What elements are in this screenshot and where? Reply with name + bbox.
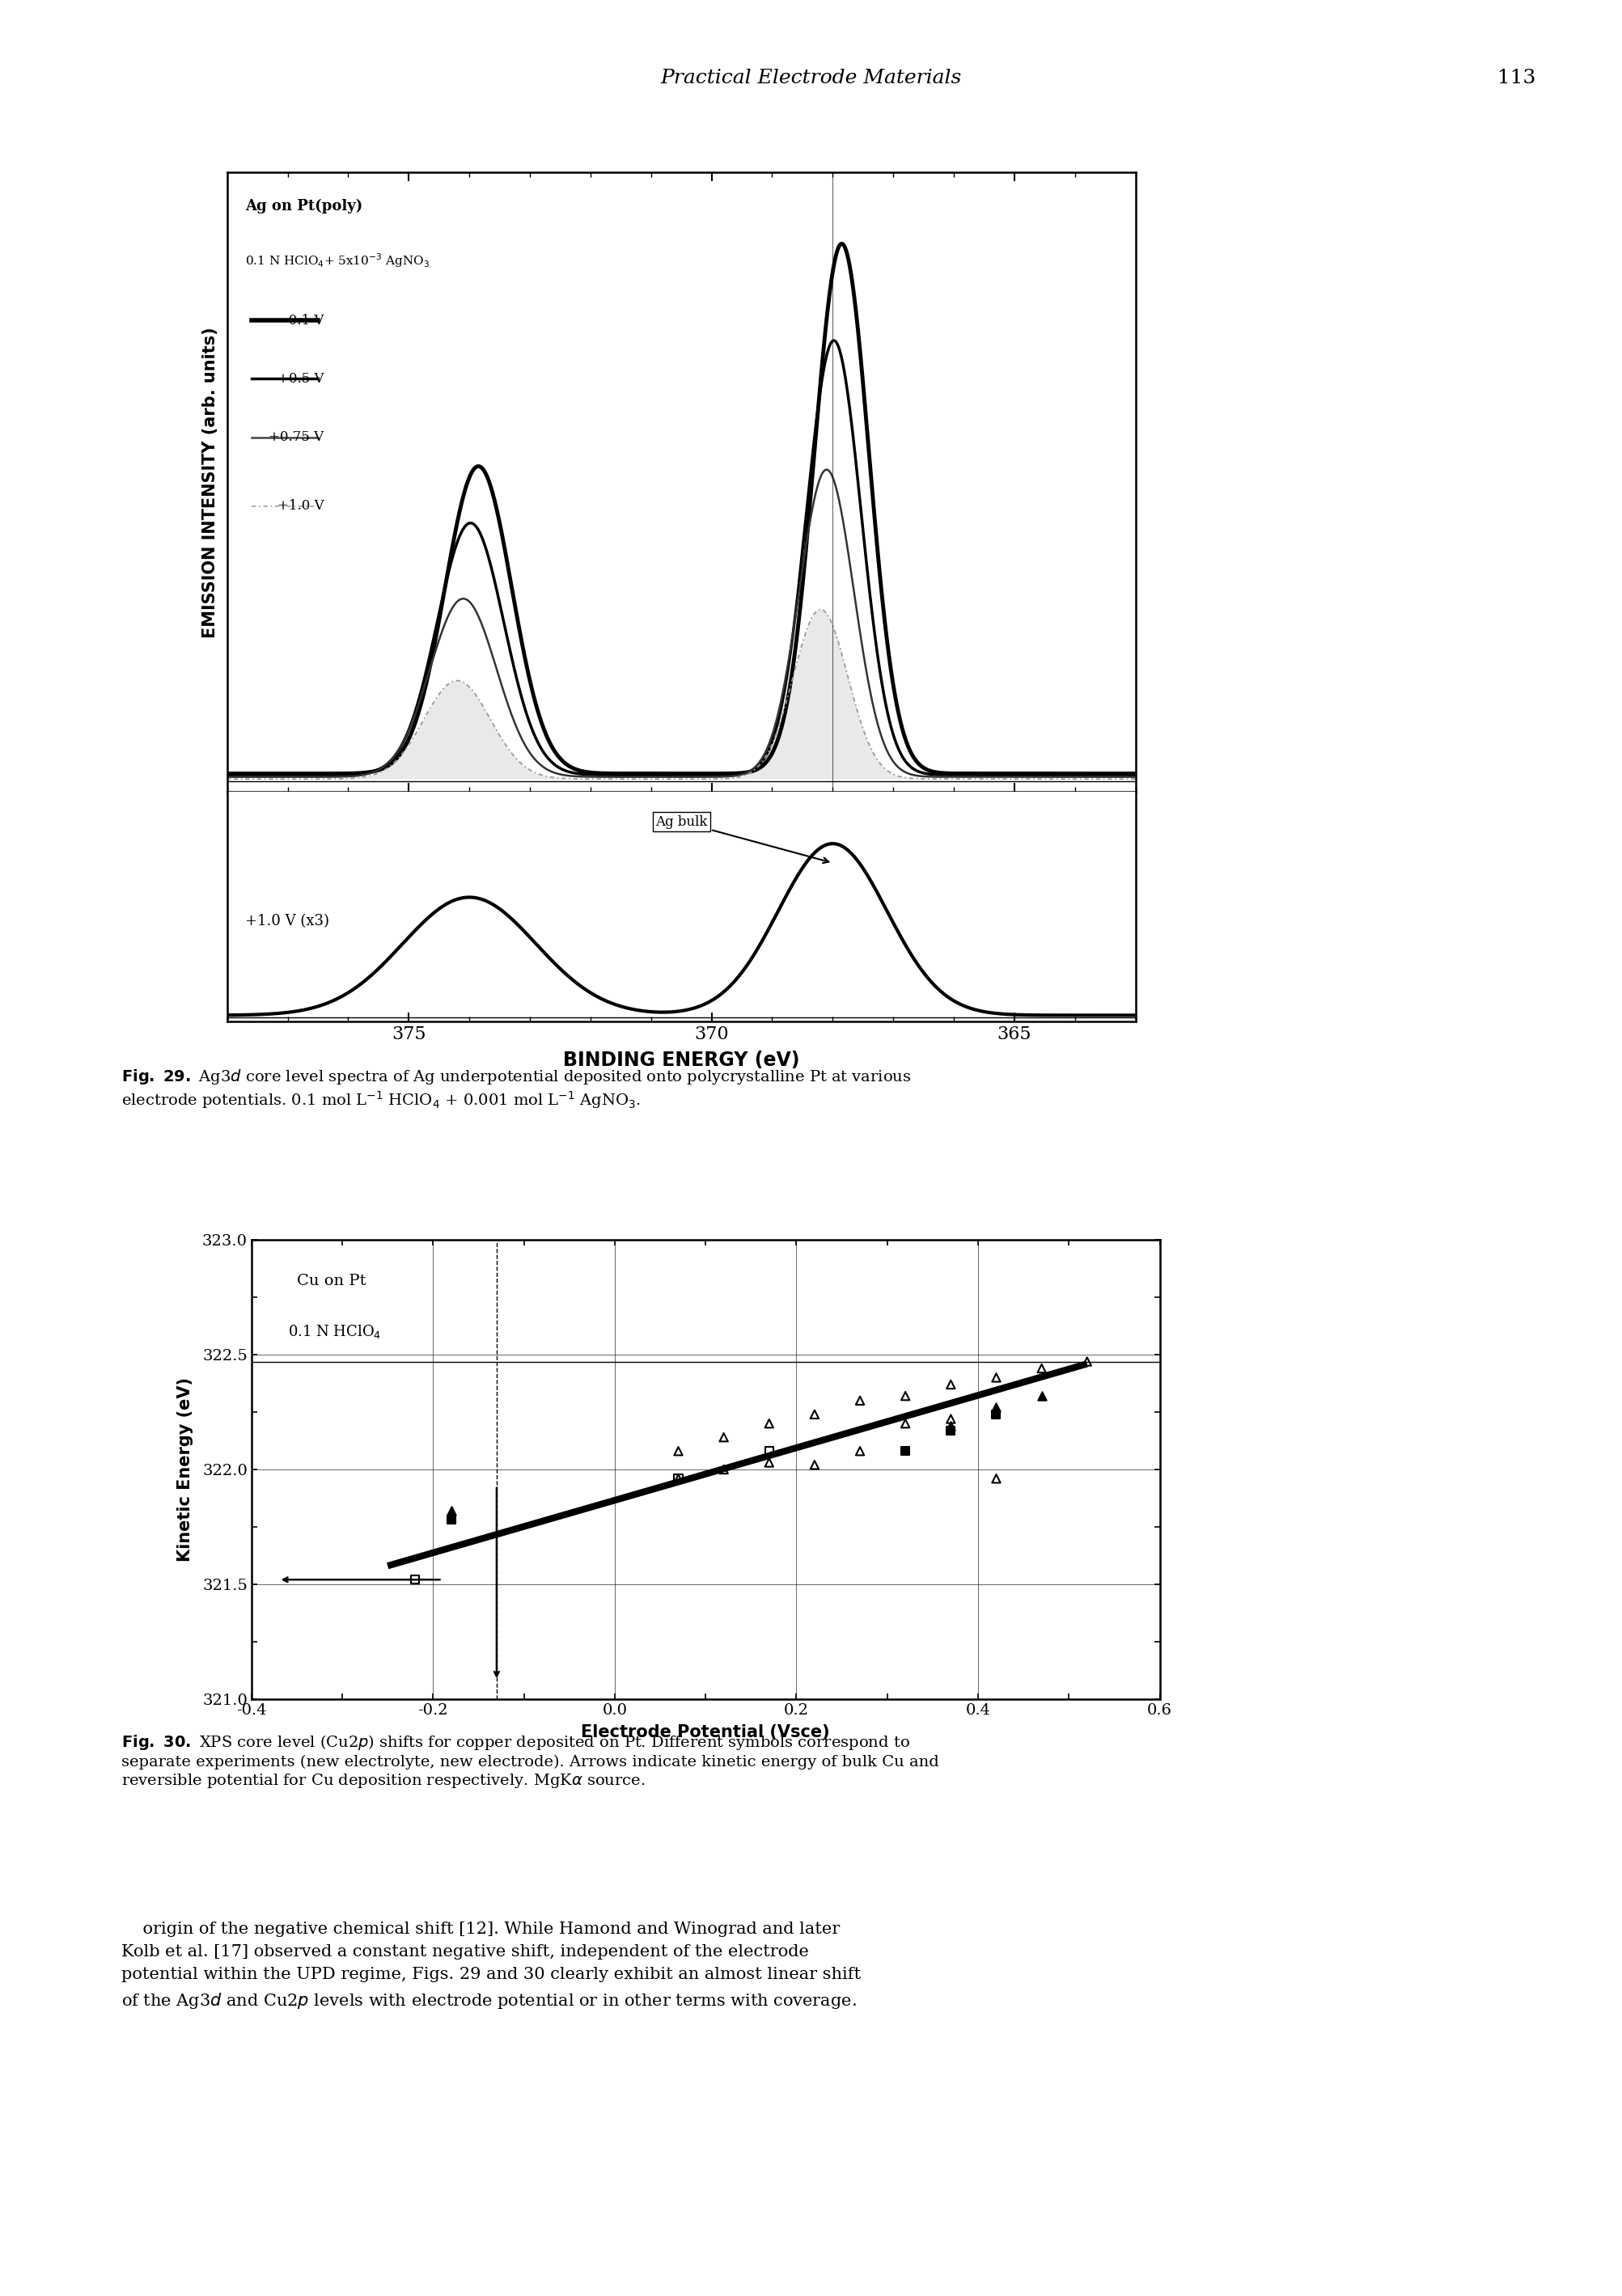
Y-axis label: Kinetic Energy (eV): Kinetic Energy (eV) [177,1378,193,1561]
Point [801,1396,827,1433]
X-axis label: BINDING ENERGY (eV): BINDING ENERGY (eV) [563,1049,800,1070]
Text: 0.1 N HClO$_4$: 0.1 N HClO$_4$ [287,1322,381,1341]
Point [892,1433,918,1469]
Point [1074,1343,1100,1380]
Point [983,1460,1009,1497]
Point [665,1460,691,1497]
Point [438,1502,464,1538]
Point [983,1396,1009,1433]
Point [983,1359,1009,1396]
Point [756,1405,782,1442]
Text: Cu on Pt: Cu on Pt [297,1274,367,1288]
Point [402,1561,428,1598]
Point [847,1433,873,1469]
Y-axis label: EMISSION INTENSITY (arb. units): EMISSION INTENSITY (arb. units) [201,326,217,638]
Text: origin of the negative chemical shift [12]. While Hamond and Winograd and later
: origin of the negative chemical shift [1… [122,1922,861,2011]
Text: $\bf{Fig.\ 30.}$ XPS core level (Cu2$p$) shifts for copper deposited on Pt. Diff: $\bf{Fig.\ 30.}$ XPS core level (Cu2$p$)… [122,1733,939,1789]
Text: 113: 113 [1497,69,1536,87]
Point [710,1451,736,1488]
Point [983,1389,1009,1426]
Text: Practical Electrode Materials: Practical Electrode Materials [660,69,962,87]
Point [756,1433,782,1469]
Point [1028,1350,1054,1387]
Text: +1.0 V: +1.0 V [277,498,324,512]
Text: +1.0 V (x3): +1.0 V (x3) [245,914,329,928]
Text: -0.1 V: -0.1 V [284,315,324,328]
Point [665,1433,691,1469]
Text: $\bf{Fig.\ 29.}$ Ag3$d$ core level spectra of Ag underpotential deposited onto p: $\bf{Fig.\ 29.}$ Ag3$d$ core level spect… [122,1068,912,1111]
Text: Ag on Pt(poly): Ag on Pt(poly) [245,200,363,214]
Text: +0.75 V: +0.75 V [269,429,324,443]
Point [938,1401,963,1437]
Text: Ag bulk: Ag bulk [655,815,829,863]
Point [847,1382,873,1419]
Point [665,1460,691,1497]
Text: 0.1 N HClO$_4$+ 5x10$^{-3}$ AgNO$_3$: 0.1 N HClO$_4$+ 5x10$^{-3}$ AgNO$_3$ [245,253,430,269]
X-axis label: Electrode Potential (Vsce): Electrode Potential (Vsce) [581,1724,830,1740]
Point [892,1405,918,1442]
Point [756,1444,782,1481]
Point [938,1407,963,1444]
Text: +0.5 V: +0.5 V [277,372,324,386]
Point [892,1378,918,1414]
Point [801,1446,827,1483]
Point [938,1366,963,1403]
Point [938,1412,963,1449]
Point [438,1492,464,1529]
Point [710,1419,736,1456]
Point [1028,1378,1054,1414]
